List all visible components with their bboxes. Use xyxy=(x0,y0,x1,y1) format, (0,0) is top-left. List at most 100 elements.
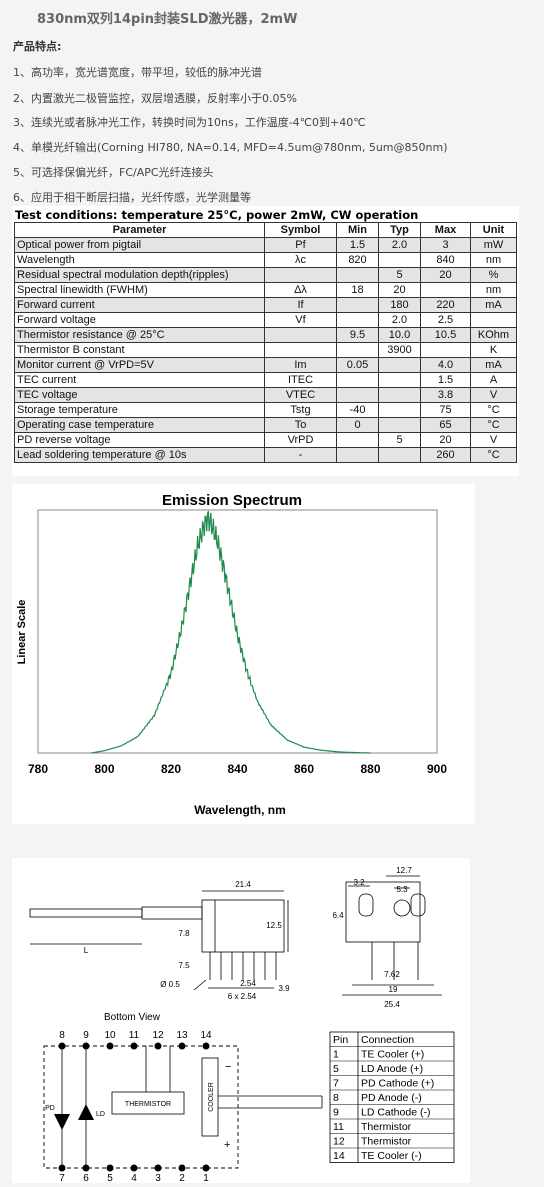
unit-cell: K xyxy=(470,342,517,358)
thermistor-block xyxy=(111,1091,185,1115)
typ-cell: 5 xyxy=(378,432,421,448)
test-conditions: Test conditions: temperature 25°C, power… xyxy=(15,208,419,222)
param-cell: PD reverse voltage xyxy=(14,432,265,448)
dim-25-4: 25.4 xyxy=(384,1000,400,1009)
feature-item: 6、应用于相干断层扫描，光纤传感，光学测量等 xyxy=(13,191,251,204)
symbol-cell: Im xyxy=(264,357,337,373)
header-unit: Unit xyxy=(470,222,517,238)
bottom-view-label: Bottom View xyxy=(104,1012,161,1023)
pin-dot xyxy=(130,1164,138,1172)
symbol-cell: ITEC xyxy=(264,372,337,388)
typ-cell xyxy=(378,447,421,463)
cooler-block xyxy=(201,1057,219,1137)
min-cell xyxy=(336,342,379,358)
symbol-cell: To xyxy=(264,417,337,433)
pin-number-cell: 11 xyxy=(333,1121,344,1133)
pin-table-header: Connection xyxy=(361,1034,414,1046)
pin-connection-cell: PD Anode (-) xyxy=(361,1092,422,1104)
dim-12-7: 12.7 xyxy=(396,866,412,875)
fiber-pigtail xyxy=(29,908,143,918)
pin-number-top: 12 xyxy=(152,1030,164,1041)
unit-cell: KOhm xyxy=(470,327,517,343)
spec-row: Thermistor B constant 3900 K xyxy=(14,342,517,358)
min-cell: 18 xyxy=(336,282,379,298)
pin-number-top: 13 xyxy=(176,1030,188,1041)
typ-cell xyxy=(378,252,421,268)
pin-number-top: 11 xyxy=(129,1030,140,1041)
pin-number-cell: 9 xyxy=(333,1107,339,1119)
pin-number-cell: 8 xyxy=(333,1092,339,1104)
package-drawing: 21.4 12.5 7.8 7.5 Ø 0.5 2.54 6 x 2.54 3.… xyxy=(12,858,470,1184)
param-cell: Optical power from pigtail xyxy=(14,237,265,253)
pin-connection-cell: Thermistor xyxy=(361,1121,412,1133)
pin-connection-table: Pin Connection 1 TE Cooler (+) 5 LD Anode (+)… xyxy=(329,1031,455,1163)
max-cell: 3 xyxy=(420,237,471,253)
spec-row: PD reverse voltage VrPD 5 20 V xyxy=(14,432,517,448)
spec-row: Operating case temperature To 0 65 °C xyxy=(14,417,517,433)
pin-dot xyxy=(106,1042,114,1050)
ld-diode-symbol xyxy=(78,1104,94,1120)
pin-number-bottom: 3 xyxy=(155,1173,161,1183)
x-tick-label: 860 xyxy=(294,762,314,776)
dim-6-4: 6.4 xyxy=(332,911,344,920)
spec-row: TEC voltage VTEC 3.8 V xyxy=(14,387,517,403)
max-cell: 4.0 xyxy=(420,357,471,373)
unit-cell: °C xyxy=(470,402,517,418)
header-max: Max xyxy=(420,222,471,238)
pin-dot xyxy=(202,1042,210,1050)
dim-6x2-54: 6 x 2.54 xyxy=(228,992,257,1001)
pin-connection-cell: Thermistor xyxy=(361,1136,412,1148)
max-cell: 840 xyxy=(420,252,471,268)
min-cell xyxy=(336,312,379,328)
max-cell xyxy=(420,282,471,298)
pin-dot xyxy=(154,1164,162,1172)
x-ticks: 780 800 820 840 860 880 900 xyxy=(28,762,447,776)
pin-number-top: 9 xyxy=(83,1030,89,1041)
dim-7-62: 7.62 xyxy=(384,970,400,979)
cooler-minus: − xyxy=(225,1061,231,1073)
cooler-plus: + xyxy=(224,1139,230,1151)
dim-12-5: 12.5 xyxy=(266,921,282,930)
plot-frame xyxy=(37,509,438,754)
header-min: Min xyxy=(336,222,379,238)
mount-slot-right xyxy=(410,893,426,917)
pd-diode-symbol xyxy=(54,1114,70,1130)
max-cell: 75 xyxy=(420,402,471,418)
spec-row: Forward voltage Vf 2.0 2.5 xyxy=(14,312,517,328)
feature-item: 1、高功率，宽光谱宽度，带平坦，较低的脉冲光谱 xyxy=(13,66,262,79)
max-cell xyxy=(420,342,471,358)
unit-cell: nm xyxy=(470,282,517,298)
typ-cell xyxy=(378,402,421,418)
min-cell xyxy=(336,432,379,448)
max-cell: 220 xyxy=(420,297,471,313)
spec-row: Residual spectral modulation depth(rippl… xyxy=(14,267,517,283)
dim-5-3: 5.3 xyxy=(396,885,408,894)
pin-number-top: 10 xyxy=(104,1030,116,1041)
max-cell: 20 xyxy=(420,267,471,283)
pin-dot xyxy=(178,1042,186,1050)
pin-dot xyxy=(202,1164,210,1172)
spec-table-panel: Test conditions: temperature 25°C, power… xyxy=(12,206,519,476)
max-cell: 10.5 xyxy=(420,327,471,343)
header-typ: Typ xyxy=(378,222,421,238)
min-cell: 0 xyxy=(336,417,379,433)
emission-spectrum-chart: Emission Spectrum Linear Scale Wavelengt… xyxy=(12,484,475,824)
x-axis-label: Wavelength, nm xyxy=(194,803,286,817)
pin-number-bottom: 6 xyxy=(83,1173,89,1183)
min-cell: 9.5 xyxy=(336,327,379,343)
thermistor-label: THERMISTOR xyxy=(125,1101,171,1108)
bottom-pin-row: 7 6 5 4 3 2 1 xyxy=(58,1164,210,1184)
pin-connection-cell: PD Cathode (+) xyxy=(361,1078,434,1090)
dim-pin-diameter: Ø 0.5 xyxy=(160,980,180,989)
pin-number-cell: 1 xyxy=(333,1049,339,1061)
fiber-boot xyxy=(141,906,203,920)
pd-label: PD xyxy=(45,1105,55,1112)
x-tick-label: 800 xyxy=(94,762,114,776)
spec-row: Optical power from pigtail Pf 1.5 2.0 3 mW xyxy=(14,237,517,253)
max-cell: 260 xyxy=(420,447,471,463)
pin-table-frame xyxy=(329,1031,455,1163)
dim-2-54: 2.54 xyxy=(240,979,256,988)
param-cell: Residual spectral modulation depth(rippl… xyxy=(14,267,265,283)
unit-cell: mA xyxy=(470,357,517,373)
dim-19: 19 xyxy=(389,985,398,994)
